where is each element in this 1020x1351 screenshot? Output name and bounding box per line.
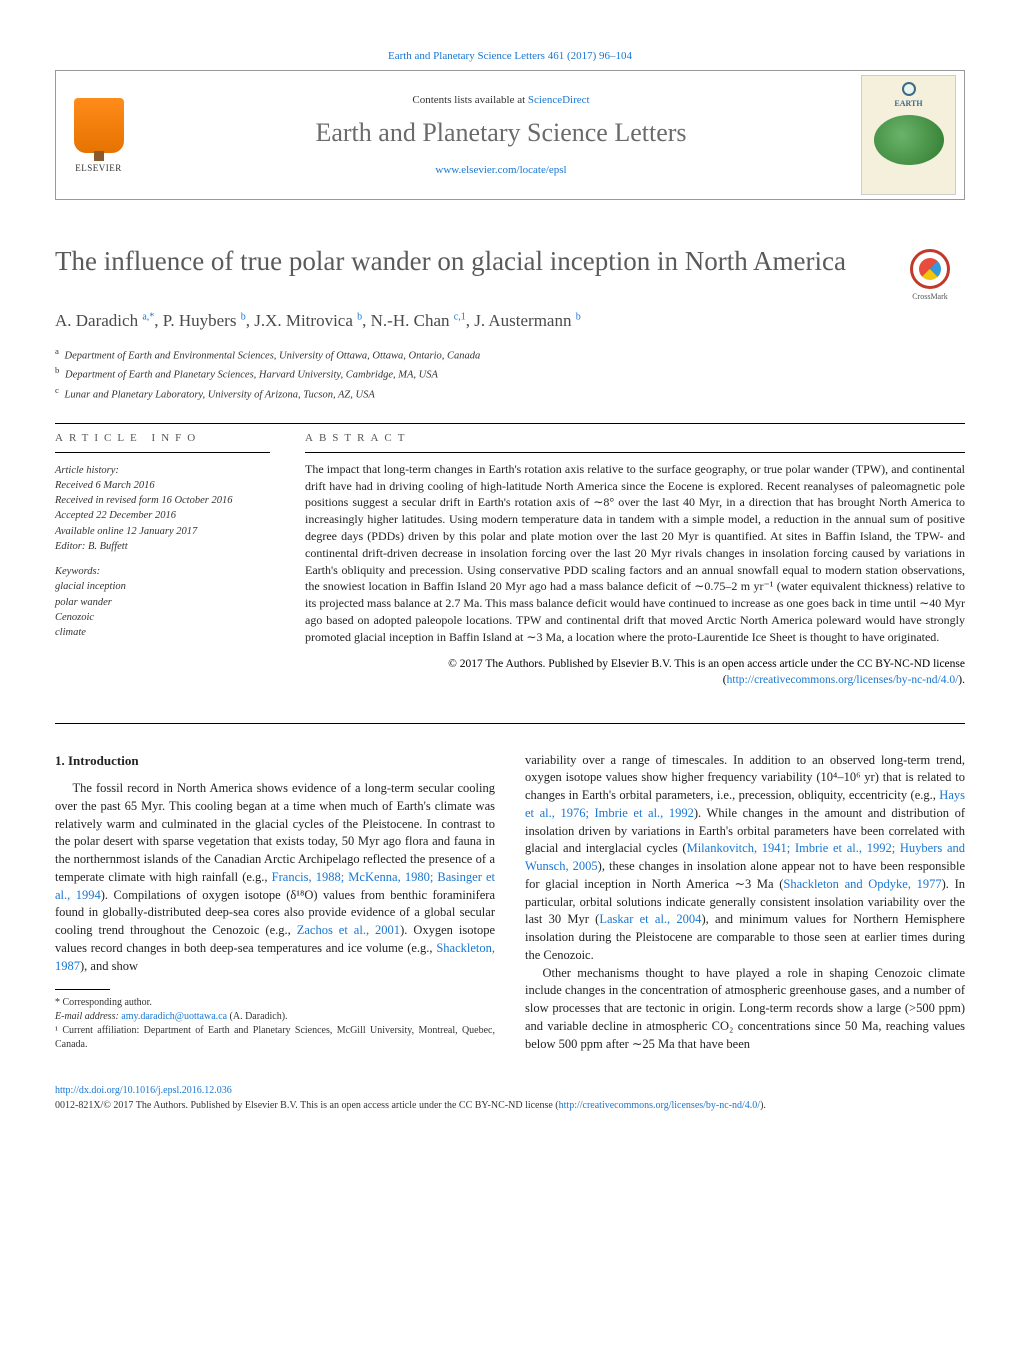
article-info-column: article info Article history: Received 6… [55, 432, 270, 688]
body-column-left: 1. Introduction The fossil record in Nor… [55, 752, 495, 1054]
crossmark-label: CrossMark [912, 292, 948, 301]
footnote-divider [55, 989, 110, 990]
divider [55, 723, 965, 724]
abstract-label: abstract [305, 432, 965, 444]
article-info-label: article info [55, 432, 270, 444]
authors-line: A. Daradich a,*, P. Huybers b, J.X. Mitr… [55, 311, 965, 331]
affiliation-note: ¹ Current affiliation: Department of Ear… [55, 1024, 495, 1052]
journal-cover-thumbnail: EARTH [861, 75, 956, 195]
divider [55, 452, 270, 453]
journal-citation[interactable]: Earth and Planetary Science Letters 461 … [55, 50, 965, 62]
section-heading: 1. Introduction [55, 752, 495, 770]
doi-link[interactable]: http://dx.doi.org/10.1016/j.epsl.2016.12… [55, 1085, 232, 1096]
divider [305, 452, 965, 453]
header-center: Contents lists available at ScienceDirec… [141, 84, 861, 186]
corresponding-author-note: * Corresponding author. [55, 996, 495, 1010]
footer-close: ). [760, 1100, 766, 1111]
footer: http://dx.doi.org/10.1016/j.epsl.2016.12… [55, 1083, 965, 1113]
history-heading: Article history: [55, 463, 270, 478]
body-paragraph: The fossil record in North America shows… [55, 780, 495, 975]
journal-site-link[interactable]: www.elsevier.com/locate/epsl [151, 164, 851, 176]
abstract-text: The impact that long-term changes in Ear… [305, 461, 965, 646]
keyword-lines: glacial inceptionpolar wanderCenozoiccli… [55, 579, 270, 640]
elsevier-logo: ELSEVIER [56, 88, 141, 183]
body-paragraph: Other mechanisms thought to have played … [525, 965, 965, 1054]
body-column-right: variability over a range of timescales. … [525, 752, 965, 1054]
abstract-column: abstract The impact that long-term chang… [305, 432, 965, 688]
affiliations: a Department of Earth and Environmental … [55, 345, 965, 403]
sciencedirect-link[interactable]: ScienceDirect [528, 94, 590, 106]
email-name: (A. Daradich). [227, 1011, 288, 1022]
body-columns: 1. Introduction The fossil record in Nor… [55, 752, 965, 1054]
footnotes: * Corresponding author. E-mail address: … [55, 996, 495, 1052]
crossmark-badge[interactable]: CrossMark [895, 249, 965, 301]
history-lines: Received 6 March 2016Received in revised… [55, 478, 270, 554]
journal-name: Earth and Planetary Science Letters [151, 118, 851, 148]
cover-globe-icon [874, 115, 944, 165]
article-title: The influence of true polar wander on gl… [55, 245, 875, 279]
journal-header: ELSEVIER Contents lists available at Sci… [55, 70, 965, 200]
divider [55, 423, 965, 424]
keywords-heading: Keywords: [55, 564, 270, 579]
cover-title: EARTH [894, 100, 922, 109]
email-label: E-mail address: [55, 1011, 121, 1022]
issn-line: 0012-821X/© 2017 The Authors. Published … [55, 1100, 559, 1111]
contents-prefix: Contents lists available at [412, 94, 527, 106]
license-link[interactable]: http://creativecommons.org/licenses/by-n… [727, 674, 959, 686]
elsevier-tree-icon [74, 98, 124, 153]
footer-license-link[interactable]: http://creativecommons.org/licenses/by-n… [559, 1100, 760, 1111]
elsevier-label: ELSEVIER [75, 163, 122, 173]
copyright-close: ). [958, 674, 965, 686]
author-email-link[interactable]: amy.daradich@uottawa.ca [121, 1011, 227, 1022]
cover-mark-icon [902, 82, 916, 96]
body-paragraph: variability over a range of timescales. … [525, 752, 965, 965]
crossmark-icon [910, 249, 950, 289]
contents-line: Contents lists available at ScienceDirec… [151, 94, 851, 106]
email-line: E-mail address: amy.daradich@uottawa.ca … [55, 1010, 495, 1024]
copyright-line: © 2017 The Authors. Published by Elsevie… [305, 656, 965, 688]
